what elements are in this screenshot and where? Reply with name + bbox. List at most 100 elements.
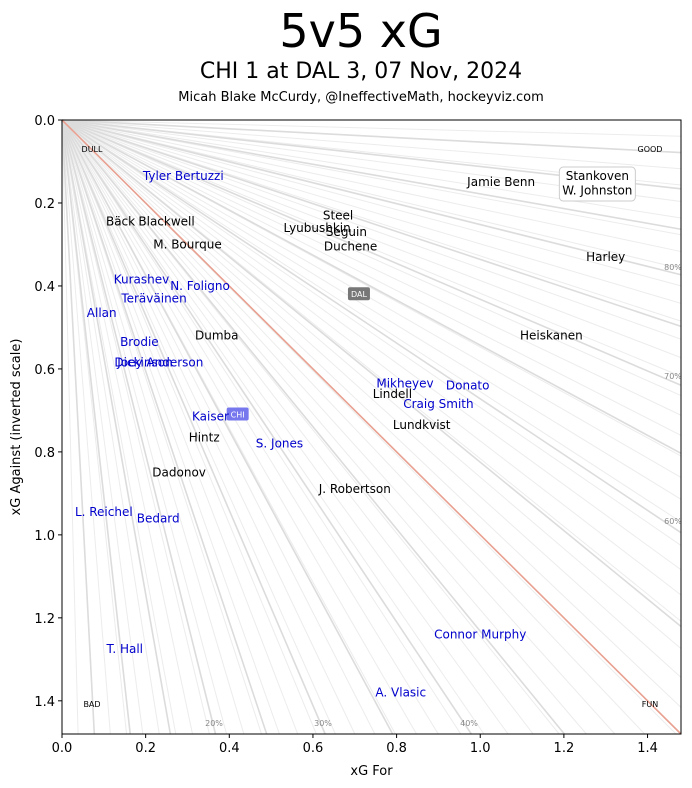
player-point: Bedard: [137, 511, 180, 525]
player-point: Allan: [87, 306, 117, 320]
chart-byline: Micah Blake McCurdy, @IneffectiveMath, h…: [178, 90, 544, 105]
percent-label: 30%: [314, 719, 332, 728]
share-ray: [61, 119, 682, 534]
minor-ray: [61, 119, 682, 137]
player-point: Joey Anderson: [116, 356, 203, 370]
corner-label: GOOD: [638, 145, 663, 154]
minor-ray: [61, 119, 682, 500]
share-ray: [61, 119, 132, 735]
share-ray: [61, 119, 682, 455]
share-ray: [61, 119, 326, 735]
y-axis-label: xG Against (inverted scale): [9, 339, 24, 516]
player-point: Teräväinen: [120, 291, 186, 305]
player-point: Steel: [323, 208, 353, 222]
minor-ray: [61, 119, 682, 650]
team-badge-dal: [347, 287, 370, 301]
minor-ray: [61, 119, 682, 678]
x-tick-label: 1.2: [554, 741, 575, 756]
minor-ray: [61, 119, 509, 735]
player-point: Kurashev: [114, 273, 170, 287]
share-ray: [61, 119, 172, 735]
minor-ray: [61, 119, 485, 735]
player-point: Lindell: [373, 387, 412, 401]
percentage-labels: 80% 70% 60% 40% 30% 20%: [205, 263, 682, 728]
player-point: S. Jones: [256, 437, 303, 451]
minor-ray: [61, 119, 193, 735]
player-point: A. Vlasic: [375, 686, 426, 700]
share-ray: [61, 119, 682, 154]
corner-label: BAD: [83, 700, 100, 709]
minor-ray: [61, 119, 280, 735]
share-ray: [61, 119, 565, 735]
minor-ray: [61, 119, 682, 596]
minor-ray: [61, 119, 144, 735]
minor-ray: [61, 119, 177, 735]
y-tick-label: 0.6: [34, 363, 55, 378]
minor-ray: [61, 119, 462, 735]
x-axis-ticks: 0.0 0.2 0.4 0.6 0.8 1.0 1.2 1.4: [52, 734, 658, 756]
y-tick-label: 1.4: [34, 695, 55, 710]
minor-ray: [61, 119, 682, 304]
minor-ray: [61, 119, 682, 708]
corner-labels: DULL GOOD BAD FUN: [82, 145, 663, 709]
corner-label: FUN: [642, 700, 658, 709]
x-tick-label: 0.4: [219, 741, 240, 756]
x-tick-label: 0.8: [386, 741, 407, 756]
share-ray: [61, 119, 472, 735]
minor-ray: [61, 119, 682, 436]
minor-ray: [61, 119, 262, 735]
team-badge-label: DAL: [351, 290, 367, 299]
player-point: Lyubushkin: [283, 221, 350, 235]
minor-ray: [61, 119, 682, 397]
y-tick-label: 0.0: [34, 114, 55, 129]
minor-ray: [61, 119, 616, 735]
player-point: T. Hall: [105, 642, 143, 656]
player-point: Blackwell: [138, 215, 194, 229]
chart-title: 5v5 xG: [279, 4, 443, 58]
player-point: W. Johnston: [562, 184, 632, 198]
minor-ray: [61, 119, 245, 735]
player-point: Jamie Benn: [466, 175, 535, 189]
share-ray: [61, 119, 682, 276]
player-point: Seguin: [326, 225, 367, 239]
percent-label: 40%: [460, 719, 478, 728]
share-ray: [61, 119, 682, 328]
player-point: J. Robertson: [318, 482, 391, 496]
share-ray: [61, 119, 96, 735]
x-tick-label: 0.0: [52, 741, 73, 756]
player-point: Hintz: [189, 430, 220, 444]
plot-frame: [61, 119, 682, 735]
team-badges: DAL CHI: [226, 287, 370, 421]
percent-label: 70%: [664, 372, 682, 381]
player-point: Dickinson: [114, 356, 172, 370]
minor-ray: [61, 119, 682, 219]
x-tick-label: 0.2: [135, 741, 156, 756]
player-point: Harley: [586, 250, 625, 264]
player-point: Heiskanen: [520, 329, 583, 343]
even-diagonal-line: [61, 119, 682, 735]
minor-ray: [61, 119, 439, 735]
minor-ray: [61, 119, 682, 523]
player-point: N. Foligno: [170, 279, 230, 293]
player-point: Craig Smith: [403, 397, 473, 411]
minor-ray: [61, 119, 682, 416]
minor-ray: [61, 119, 646, 735]
corner-label: DULL: [82, 145, 103, 154]
player-point: Connor Murphy: [434, 627, 526, 641]
player-point: Mikheyev: [376, 376, 433, 390]
y-axis-ticks: 0.0 0.2 0.4 0.6 0.8 1.0 1.2 1.4: [34, 114, 62, 710]
minor-ray: [61, 119, 682, 322]
minor-ray: [61, 119, 210, 735]
minor-ray: [61, 119, 336, 735]
chart-subtitle: CHI 1 at DAL 3, 07 Nov, 2024: [199, 59, 523, 84]
minor-ray: [61, 119, 682, 571]
minor-ray: [61, 119, 682, 478]
team-badge-chi: [226, 407, 249, 421]
y-tick-label: 1.2: [34, 612, 55, 627]
player-point: Dadonov: [152, 466, 206, 480]
player-point: Duchene: [324, 240, 377, 254]
minor-ray: [61, 119, 682, 546]
minor-ray: [61, 119, 376, 735]
